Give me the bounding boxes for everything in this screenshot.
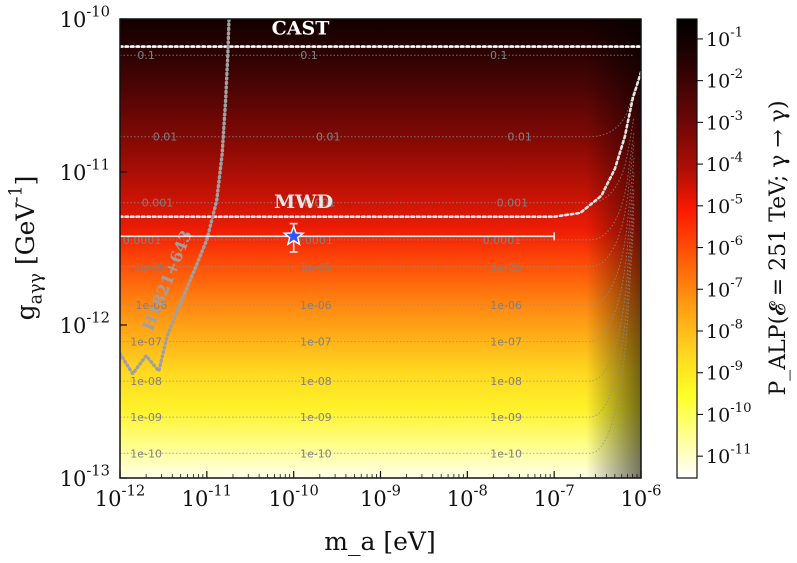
exclusion-label-cast: CAST [272, 18, 330, 40]
x-tick-label: 10-7 [534, 483, 575, 512]
heatmap-background [120, 19, 641, 478]
contour-label-0-01: 0.01 [316, 131, 341, 144]
contour-layer: 0.1 0.1 0.1 0.01 0.01 0.01 0.001 0.001 0.001 0.00… [120, 49, 635, 460]
x-axis-label: m_a [eV] [324, 527, 435, 556]
colorbar-tick-label: 10-2 [706, 67, 743, 93]
contour-label-1e-10: 1e-10 [300, 447, 332, 460]
x-tick-label: 10-11 [182, 483, 232, 512]
colorbar-tick-label: 10-6 [706, 234, 743, 260]
y-tick-label: 10-10 [60, 4, 110, 33]
colorbar-tick-label: 10-3 [706, 109, 743, 135]
contour-label-1e-05: 1e-05 [134, 261, 166, 274]
contour-label-1e-09: 1e-09 [490, 411, 522, 424]
colorbar-gradient [676, 18, 698, 479]
colorbar-tick-label: 10-4 [706, 151, 743, 177]
y-axis: 10-13 10-12 10-11 10-10 [60, 4, 127, 492]
colorbar-tick-label: 10-7 [706, 276, 743, 302]
colorbar-tick-label: 10-10 [706, 401, 752, 427]
colorbar-tick-label: 10-8 [706, 317, 743, 343]
contour-label-0-0001: 0.0001 [294, 234, 333, 247]
contour-label-0-1: 0.1 [137, 49, 155, 62]
exclusion-label-mwd: MWD [274, 191, 333, 213]
contour-line-1e-08 [120, 188, 635, 382]
contour-label-1e-07: 1e-07 [300, 336, 332, 349]
contour-line-0-0001 [120, 131, 635, 241]
contour-label-1e-05: 1e-05 [490, 261, 522, 274]
colorbar-tick-label: 10-9 [706, 359, 743, 385]
contour-label-1e-06: 1e-06 [300, 299, 332, 312]
x-tick-label: 10-10 [268, 483, 318, 512]
colorbar-tick-label: 10-5 [706, 192, 743, 218]
contour-label-1e-10: 1e-10 [130, 447, 162, 460]
contour-label-1e-09: 1e-09 [130, 411, 162, 424]
contour-label-0-001: 0.001 [304, 197, 336, 210]
contour-label-0-1: 0.1 [490, 49, 508, 62]
contour-label-1e-10: 1e-10 [490, 447, 522, 460]
y-axis-label: gaγγ [GeV-1] [7, 176, 47, 321]
exclusion-line-h1821-643 [120, 19, 231, 377]
x-tick-label: 10-8 [447, 483, 488, 512]
contour-label-1e-06: 1e-06 [490, 299, 522, 312]
contour-label-1e-09: 1e-09 [300, 411, 332, 424]
contour-label-1e-07: 1e-07 [490, 336, 522, 349]
contour-label-0-1: 0.1 [300, 49, 318, 62]
contour-label-0-0001: 0.0001 [123, 234, 162, 247]
contour-line-0-001 [120, 117, 635, 204]
contour-label-1e-06: 1e-06 [136, 299, 168, 312]
y-tick-label: 10-11 [60, 157, 110, 186]
contour-label-0-01: 0.01 [507, 131, 532, 144]
contour-label-0-001: 0.001 [142, 197, 174, 210]
contour-label-1e-07: 1e-07 [130, 336, 162, 349]
exclusion-line-mwd [120, 70, 641, 218]
contour-line-0-01 [120, 90, 635, 138]
contour-label-0-0001: 0.0001 [483, 234, 522, 247]
contour-line-1e-06 [120, 157, 635, 306]
benchmark-layer [120, 222, 555, 253]
y-tick-label: 10-13 [60, 463, 110, 492]
contour-label-1e-08: 1e-08 [490, 375, 522, 388]
colorbar-tick-label: 10-1 [706, 25, 743, 51]
contour-label-0-001: 0.001 [497, 197, 529, 210]
colorbar: 10-1 10-2 10-3 10-4 10-5 10-6 10-7 10-8 10-9 10-1… [676, 18, 791, 479]
colorbar-tick-label: 10-11 [706, 443, 752, 469]
benchmark-star-marker [282, 224, 306, 247]
contour-label-0-01: 0.01 [153, 131, 178, 144]
x-axis: 10-12 10-11 10-10 10-9 10-8 10-7 10-6 [95, 471, 662, 511]
contour-line-1e-07 [120, 172, 635, 342]
plot-area: 0.1 0.1 0.1 0.01 0.01 0.01 0.001 0.001 0.001 0.00… [119, 18, 642, 479]
x-tick-label: 10-9 [360, 483, 401, 512]
contour-label-1e-08: 1e-08 [300, 375, 332, 388]
x-tick-label: 10-12 [95, 483, 145, 512]
contour-label-1e-08: 1e-08 [130, 375, 162, 388]
colorbar-ticks: 10-1 10-2 10-3 10-4 10-5 10-6 10-7 10-8 10-9 10-1… [697, 25, 752, 468]
x-tick-label: 10-6 [620, 483, 661, 512]
contour-label-1e-05: 1e-05 [300, 261, 332, 274]
y-tick-label: 10-12 [60, 310, 110, 339]
colorbar-label: P_ALP(𝓔 = 251 TeV; γ → γ) [766, 100, 791, 395]
